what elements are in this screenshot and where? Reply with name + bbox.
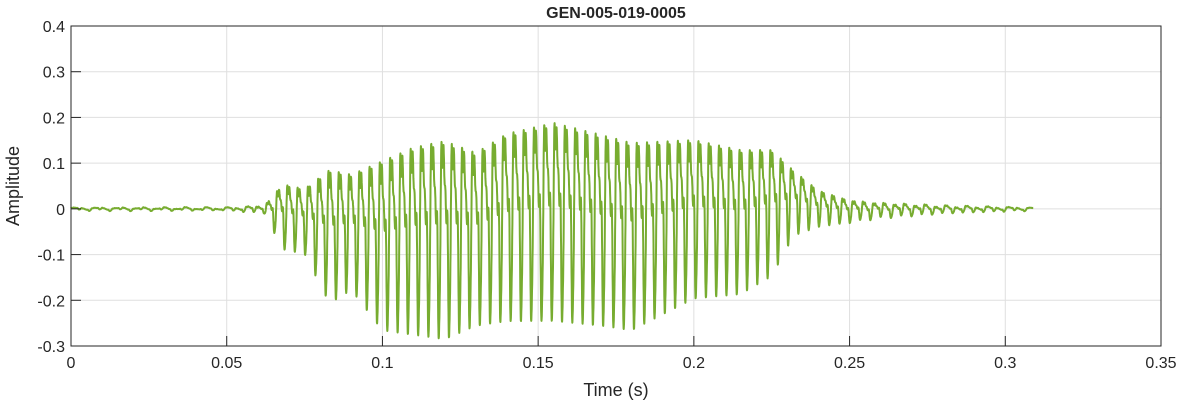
x-tick-label: 0: [67, 355, 76, 372]
y-tick-label: 0.2: [43, 110, 65, 127]
x-tick-label: 0.35: [1145, 355, 1176, 372]
axes-box: [70, 25, 1162, 347]
y-tick-label: -0.2: [37, 293, 65, 310]
waveform: [70, 122, 1035, 340]
x-axis-label: Time (s): [583, 380, 648, 400]
x-tick-label: 0.2: [683, 355, 705, 372]
x-tick-label: 0.15: [523, 355, 554, 372]
x-tick-label: 0.05: [211, 355, 242, 372]
y-tick-label: 0.3: [43, 65, 65, 82]
waveform-line: [70, 122, 1035, 340]
y-tick-label: 0.4: [43, 19, 65, 36]
x-tick-label: 0.3: [994, 355, 1016, 372]
y-tick-label: -0.1: [37, 248, 65, 265]
ticks: 0 0.05 0.1 0.15 0.2 0.25 0.3 0.35 -0.3 -0.2 -0.1 0 0…: [37, 19, 1176, 372]
x-tick-label: 0.25: [834, 355, 865, 372]
x-tick-label: 0.1: [371, 355, 393, 372]
chart-title: GEN-005-019-0005: [546, 5, 686, 22]
y-tick-label: 0.1: [43, 156, 65, 173]
y-tick-label: -0.3: [37, 339, 65, 356]
y-tick-label: 0: [56, 202, 65, 219]
y-axis-label: Amplitude: [3, 146, 23, 226]
